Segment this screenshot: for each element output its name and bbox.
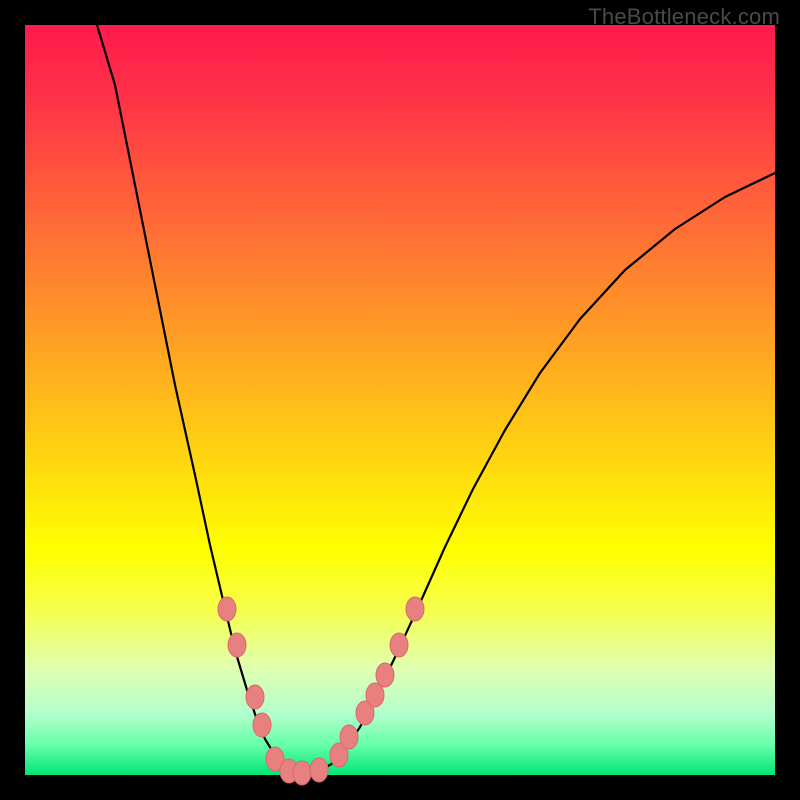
data-point (390, 633, 408, 657)
plot-area (25, 25, 775, 775)
data-point (293, 761, 311, 785)
data-point (310, 758, 328, 782)
data-point (406, 597, 424, 621)
data-point (228, 633, 246, 657)
watermark-label: TheBottleneck.com (588, 4, 780, 30)
bottleneck-curve (97, 25, 775, 772)
data-point (376, 663, 394, 687)
data-point (253, 713, 271, 737)
outer-frame: TheBottleneck.com (0, 0, 800, 800)
data-point (246, 685, 264, 709)
chart-svg (25, 25, 775, 775)
data-point (366, 683, 384, 707)
data-point (218, 597, 236, 621)
data-point (340, 725, 358, 749)
